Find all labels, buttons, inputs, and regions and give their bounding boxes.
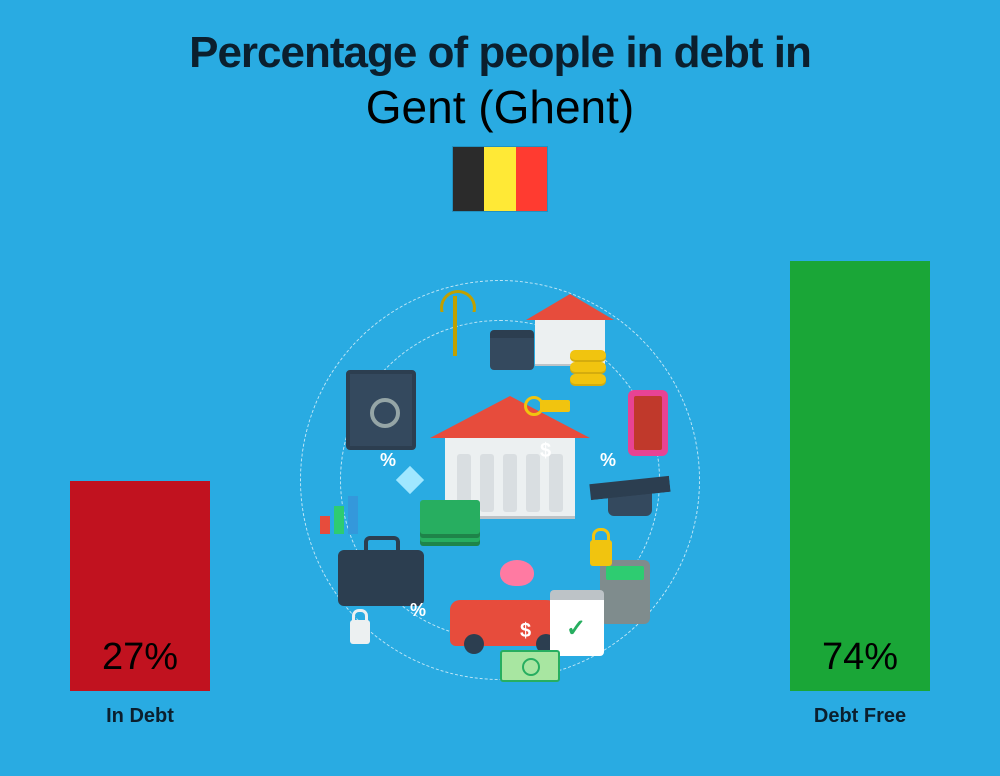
bar-label-in-debt: In Debt [106, 705, 174, 728]
bar-rect-debt-free: 74% [790, 261, 930, 691]
title-line2: Gent (Ghent) [0, 80, 1000, 134]
bar-label-debt-free: Debt Free [814, 705, 906, 728]
title-line1: Percentage of people in debt in [0, 28, 1000, 78]
flag-stripe-yellow [484, 147, 515, 211]
flag-stripe-red [516, 147, 547, 211]
bar-debt-free: 74% Debt Free [790, 261, 930, 728]
bar-value-debt-free: 74% [790, 636, 930, 679]
bar-rect-in-debt: 27% [70, 481, 210, 691]
flag-stripe-black [453, 147, 484, 211]
belgium-flag-icon [452, 146, 548, 212]
bar-chart: 27% In Debt 74% Debt Free [0, 261, 1000, 728]
title-block: Percentage of people in debt in Gent (Gh… [0, 0, 1000, 212]
bar-value-in-debt: 27% [70, 636, 210, 679]
bar-in-debt: 27% In Debt [70, 481, 210, 728]
